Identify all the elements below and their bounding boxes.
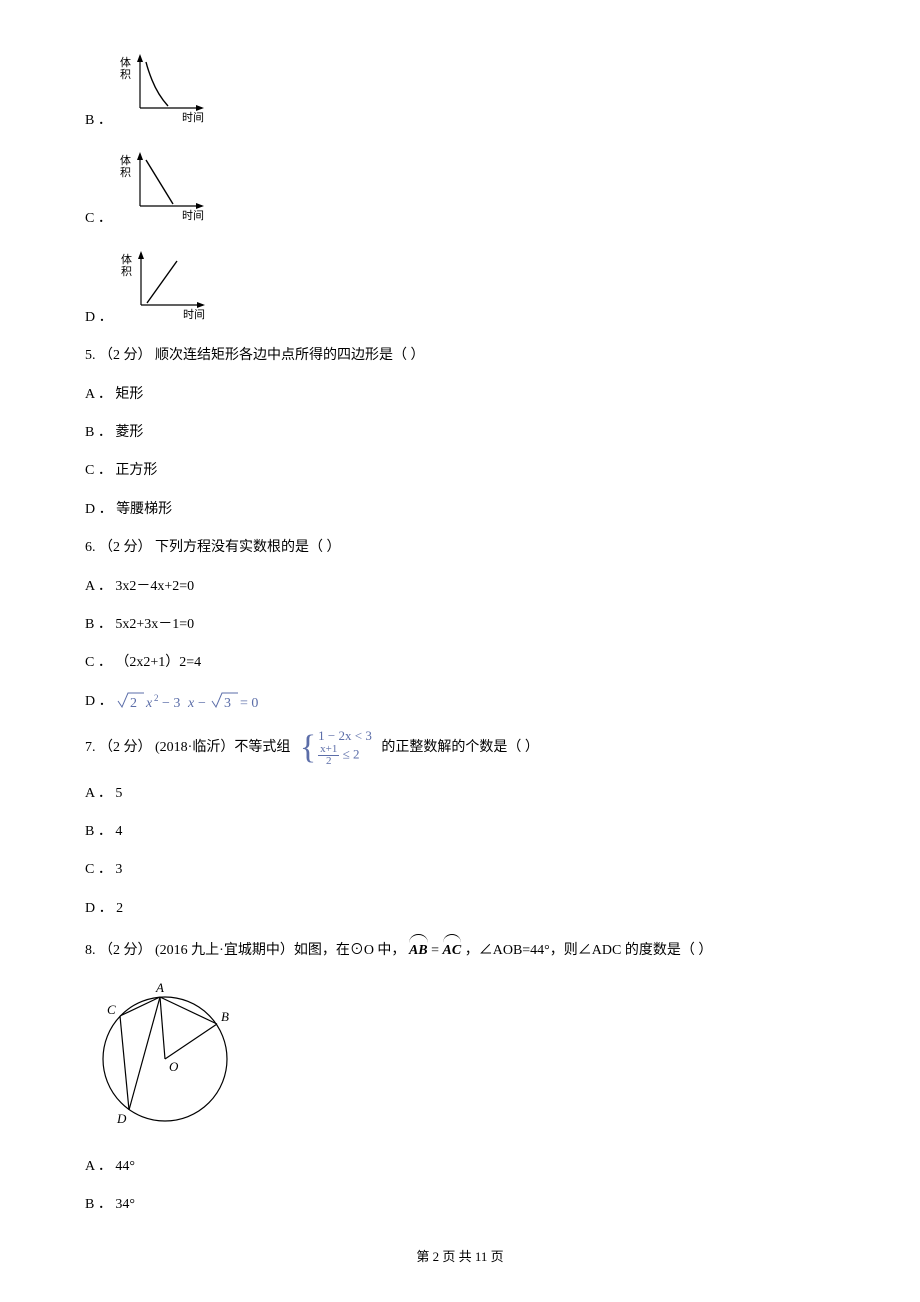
graph-C-svg: 体积 时间 [118, 148, 218, 222]
svg-text:2: 2 [154, 693, 159, 703]
q8-circle-figure: A B C D O [85, 979, 835, 1144]
svg-text:−: − [198, 696, 206, 711]
svg-text:时间: 时间 [182, 209, 204, 222]
q8-eq: = [431, 943, 442, 958]
svg-text:O: O [169, 1059, 179, 1074]
option-label-B: B ． [85, 110, 112, 132]
svg-text:体积: 体积 [121, 252, 132, 278]
q7-stem-post: 的正整数解的个数是（ ） [381, 740, 539, 755]
svg-text:D: D [116, 1111, 127, 1126]
q7-A: A ． 5 [85, 783, 835, 805]
svg-text:= 0: = 0 [240, 696, 258, 711]
q4-option-B: B ． 体积 时间 [85, 50, 835, 132]
q8-stem-pre: 8. （2 分） (2016 九上·宜城期中）如图，在⊙O 中， [85, 943, 409, 958]
arc-AB: AB [409, 936, 428, 962]
q8-stem-post: ，∠AOB=44°，则∠ADC 的度数是（ ） [465, 943, 713, 958]
svg-text:x: x [187, 696, 195, 711]
svg-text:C: C [107, 1002, 116, 1017]
q8-stem: 8. （2 分） (2016 九上·宜城期中）如图，在⊙O 中， AB = AC… [85, 936, 835, 962]
svg-text:时间: 时间 [182, 111, 204, 124]
ineq-line1: 1 − 2x < 3 [318, 729, 372, 743]
ineq-line2: x+1 2 ≤ 2 [318, 744, 372, 767]
q7-stem-pre: 7. （2 分） (2018·临沂）不等式组 [85, 740, 290, 755]
graph-D: 体积 时间 [119, 247, 219, 329]
svg-text:B: B [221, 1009, 229, 1024]
q4-option-C: C ． 体积 时间 [85, 148, 835, 230]
svg-text:3: 3 [224, 696, 231, 711]
q7-B: B ． 4 [85, 821, 835, 843]
graph-B-svg: 体积 时间 [118, 50, 218, 124]
q8-A: A ． 44° [85, 1156, 835, 1178]
q6-C: C ． （2x2+1）2=4 [85, 652, 835, 674]
inequality-system: { 1 − 2x < 3 x+1 2 ≤ 2 [300, 729, 372, 766]
brace-icon: { [300, 731, 316, 765]
q6-D-prefix: D ． [85, 694, 116, 709]
q4-option-D: D ． 体积 时间 [85, 247, 835, 329]
q7-D: D ． 2 [85, 898, 835, 920]
arc-AC: AC [443, 936, 462, 962]
q7-C: C ． 3 [85, 859, 835, 881]
svg-text:− 3: − 3 [162, 696, 180, 711]
q6-B: B ． 5x2+3x－1=0 [85, 614, 835, 636]
q6-D: D ． 2 x 2 − 3 x − 3 = 0 [85, 691, 835, 714]
q5-D: D ． 等腰梯形 [85, 499, 835, 521]
q7-stem: 7. （2 分） (2018·临沂）不等式组 { 1 − 2x < 3 x+1 … [85, 729, 835, 766]
circle-svg: A B C D O [85, 979, 255, 1139]
q8-B: B ． 34° [85, 1194, 835, 1216]
graph-D-svg: 体积 时间 [119, 247, 219, 321]
q5-A: A ． 矩形 [85, 384, 835, 406]
option-label-C: C ． [85, 208, 112, 230]
q5-B: B ． 菱形 [85, 422, 835, 444]
svg-text:体积: 体积 [120, 55, 131, 81]
q6-A: A ． 3x2－4x+2=0 [85, 576, 835, 598]
svg-text:x: x [145, 696, 153, 711]
graph-C: 体积 时间 [118, 148, 218, 230]
q5-stem: 5. （2 分） 顺次连结矩形各边中点所得的四边形是（ ） [85, 345, 835, 367]
q6-D-math: 2 x 2 − 3 x − 3 = 0 [116, 694, 276, 709]
page-footer: 第 2 页 共 11 页 [85, 1246, 835, 1265]
q5-C: C ． 正方形 [85, 460, 835, 482]
svg-text:2: 2 [130, 696, 137, 711]
svg-text:体积: 体积 [120, 153, 131, 179]
svg-text:A: A [155, 980, 164, 995]
graph-B: 体积 时间 [118, 50, 218, 132]
q6-stem: 6. （2 分） 下列方程没有实数根的是（ ） [85, 537, 835, 559]
svg-text:时间: 时间 [183, 308, 205, 321]
option-label-D: D ． [85, 307, 113, 329]
